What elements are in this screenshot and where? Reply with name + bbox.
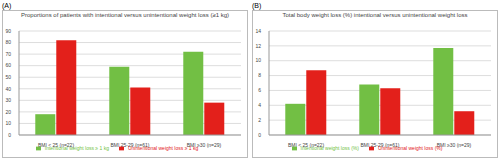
- svg-text:14: 14: [255, 28, 261, 34]
- svg-text:4: 4: [258, 102, 261, 108]
- svg-text:BMI < 25 (n=22): BMI < 25 (n=22): [38, 142, 74, 148]
- svg-text:10: 10: [255, 57, 261, 63]
- svg-text:2: 2: [258, 117, 261, 123]
- svg-text:50: 50: [8, 74, 11, 80]
- svg-text:8: 8: [258, 72, 261, 78]
- svg-text:0: 0: [258, 132, 261, 138]
- svg-text:10: 10: [8, 120, 11, 126]
- svg-text:BMI ≥30 (n=29): BMI ≥30 (n=29): [437, 142, 472, 148]
- svg-text:70: 70: [8, 51, 11, 57]
- svg-text:BMI 25-29 (n=61): BMI 25-29 (n=61): [110, 142, 149, 148]
- svg-text:60: 60: [8, 62, 11, 68]
- svg-text:40: 40: [8, 86, 11, 92]
- svg-text:BMI 25-29 (n=61): BMI 25-29 (n=61): [360, 142, 399, 148]
- svg-text:0: 0: [8, 132, 11, 138]
- svg-text:90: 90: [8, 28, 11, 34]
- svg-text:30: 30: [8, 97, 11, 103]
- svg-text:BMI < 25 (n=22): BMI < 25 (n=22): [288, 142, 324, 148]
- svg-text:BMI ≥30 (n=29): BMI ≥30 (n=29): [187, 142, 222, 148]
- svg-text:6: 6: [258, 87, 261, 93]
- svg-text:12: 12: [255, 43, 261, 49]
- svg-text:20: 20: [8, 109, 11, 115]
- svg-text:80: 80: [8, 39, 11, 45]
